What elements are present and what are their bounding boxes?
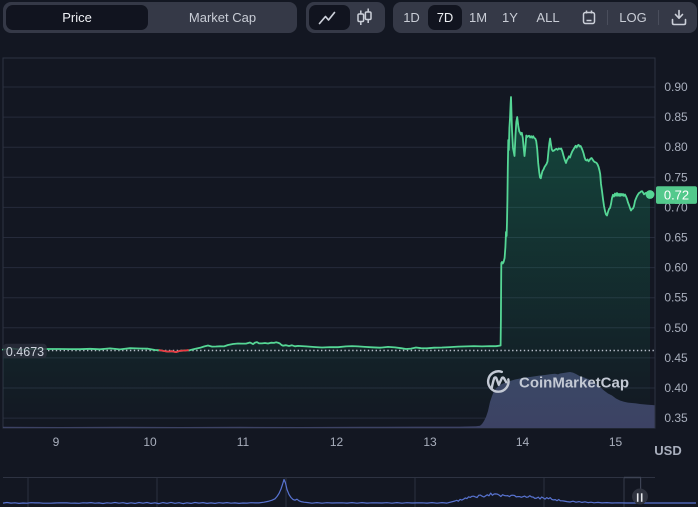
svg-text:0.90: 0.90 [664, 80, 688, 94]
svg-text:10: 10 [143, 435, 157, 449]
svg-text:11: 11 [237, 435, 250, 449]
svg-text:14: 14 [516, 435, 530, 449]
svg-text:0.4673: 0.4673 [6, 345, 44, 359]
svg-text:15: 15 [609, 435, 623, 449]
svg-text:0.75: 0.75 [664, 170, 688, 184]
svg-text:0.40: 0.40 [664, 381, 688, 395]
svg-text:0.45: 0.45 [664, 351, 688, 365]
svg-text:0.55: 0.55 [664, 291, 688, 305]
svg-text:0.50: 0.50 [664, 321, 688, 335]
svg-text:0.72: 0.72 [664, 188, 689, 203]
svg-text:0.80: 0.80 [664, 140, 688, 154]
svg-text:12: 12 [330, 435, 344, 449]
svg-text:0.60: 0.60 [664, 261, 688, 275]
svg-text:0.65: 0.65 [664, 231, 688, 245]
svg-text:0.85: 0.85 [664, 110, 688, 124]
svg-text:USD: USD [654, 443, 681, 458]
svg-text:13: 13 [423, 435, 437, 449]
svg-text:9: 9 [53, 435, 60, 449]
svg-text:0.35: 0.35 [664, 411, 688, 425]
svg-text:CoinMarketCap: CoinMarketCap [519, 375, 629, 392]
